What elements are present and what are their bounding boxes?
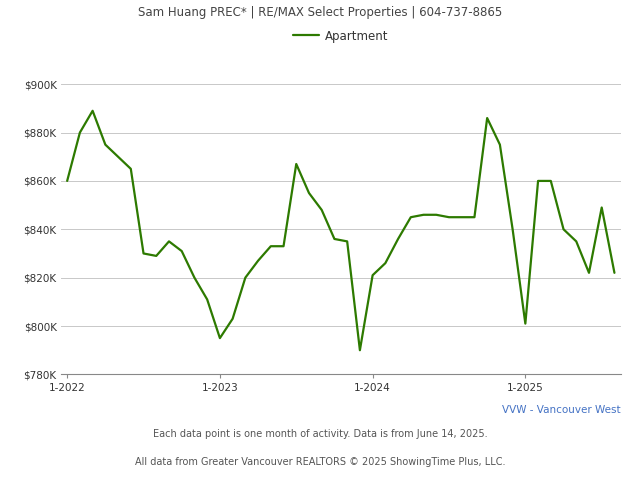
Apartment xyxy=(509,227,516,232)
Apartment xyxy=(228,316,236,322)
Apartment xyxy=(394,236,402,242)
Apartment xyxy=(458,215,465,220)
Apartment xyxy=(522,321,529,326)
Text: All data from Greater Vancouver REALTORS © 2025 ShowingTime Plus, LLC.: All data from Greater Vancouver REALTORS… xyxy=(135,457,505,467)
Apartment xyxy=(254,258,262,264)
Apartment xyxy=(140,251,147,256)
Apartment xyxy=(152,253,160,259)
Text: Each data point is one month of activity. Data is from June 14, 2025.: Each data point is one month of activity… xyxy=(153,430,487,439)
Apartment xyxy=(76,130,84,135)
Apartment xyxy=(560,227,568,232)
Text: Sam Huang PREC* | RE/MAX Select Properties | 604-737-8865: Sam Huang PREC* | RE/MAX Select Properti… xyxy=(138,6,502,19)
Apartment xyxy=(598,204,605,210)
Apartment xyxy=(318,207,326,213)
Apartment xyxy=(356,348,364,353)
Apartment xyxy=(470,215,478,220)
Apartment xyxy=(241,275,249,280)
Apartment xyxy=(331,236,339,242)
Apartment xyxy=(216,335,224,341)
Apartment xyxy=(496,142,504,147)
Apartment xyxy=(420,212,428,217)
Apartment xyxy=(267,243,275,249)
Apartment xyxy=(204,297,211,302)
Apartment xyxy=(280,243,287,249)
Apartment xyxy=(305,190,313,196)
Apartment xyxy=(445,215,453,220)
Apartment xyxy=(611,270,618,276)
Apartment xyxy=(127,166,134,172)
Apartment xyxy=(102,142,109,147)
Line: Apartment: Apartment xyxy=(67,111,614,350)
Apartment xyxy=(572,239,580,244)
Apartment xyxy=(114,154,122,160)
Apartment xyxy=(89,108,97,114)
Legend: Apartment: Apartment xyxy=(289,25,393,48)
Apartment xyxy=(369,272,376,278)
Apartment xyxy=(63,178,71,184)
Apartment xyxy=(381,260,389,266)
Apartment xyxy=(433,212,440,217)
Apartment xyxy=(534,178,542,184)
Apartment xyxy=(343,239,351,244)
Apartment xyxy=(165,239,173,244)
Apartment xyxy=(178,248,186,254)
Apartment xyxy=(483,115,491,121)
Apartment xyxy=(585,270,593,276)
Apartment xyxy=(547,178,555,184)
Apartment xyxy=(191,275,198,280)
Apartment xyxy=(292,161,300,167)
Apartment xyxy=(407,215,415,220)
Text: VVW - Vancouver West: VVW - Vancouver West xyxy=(502,406,621,415)
